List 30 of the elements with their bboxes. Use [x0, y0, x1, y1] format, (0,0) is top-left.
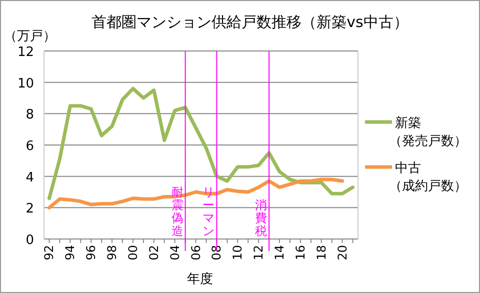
- y-tick-label: 2: [26, 202, 34, 217]
- x-tick-label: 92: [42, 245, 56, 260]
- legend-label: 中古（成約戸数）: [389, 161, 467, 194]
- x-tick-label: 04: [168, 245, 182, 260]
- x-tick-label: 10: [230, 245, 245, 260]
- x-axis-title: 年度: [187, 271, 213, 287]
- x-tick-label: 94: [63, 245, 78, 260]
- line-series: [47, 178, 344, 210]
- x-tick-label: 12: [252, 245, 266, 260]
- x-tick-label: 06: [188, 245, 203, 260]
- chart-title: 首都圏マンション供給戸数推移（新築vs中古）: [92, 13, 408, 31]
- y-tick-label: 4: [26, 170, 34, 186]
- y-tick-label: 6: [26, 139, 34, 154]
- y-axis-title: （万戸）: [4, 29, 56, 44]
- line-series: [47, 86, 355, 200]
- x-tick-label: 16: [293, 245, 308, 260]
- x-tick-label: 96: [84, 245, 98, 260]
- x-tick-label: 14: [272, 245, 286, 260]
- y-tick-label: 0: [26, 233, 34, 248]
- legend-label: 新築（発売戸数）: [389, 116, 467, 149]
- y-tick-label: 10: [17, 76, 34, 92]
- x-tick-label: 20: [335, 245, 350, 260]
- x-tick-label: 00: [126, 245, 140, 260]
- y-tick-label: 8: [26, 108, 34, 123]
- x-tick-label: 18: [314, 245, 328, 260]
- ref-line-label: 消費税: [255, 198, 268, 238]
- y-tick-label: 12: [17, 45, 34, 60]
- x-tick-label: 08: [210, 245, 224, 260]
- x-tick-label: 98: [105, 245, 120, 260]
- x-tick-label: 02: [146, 245, 161, 260]
